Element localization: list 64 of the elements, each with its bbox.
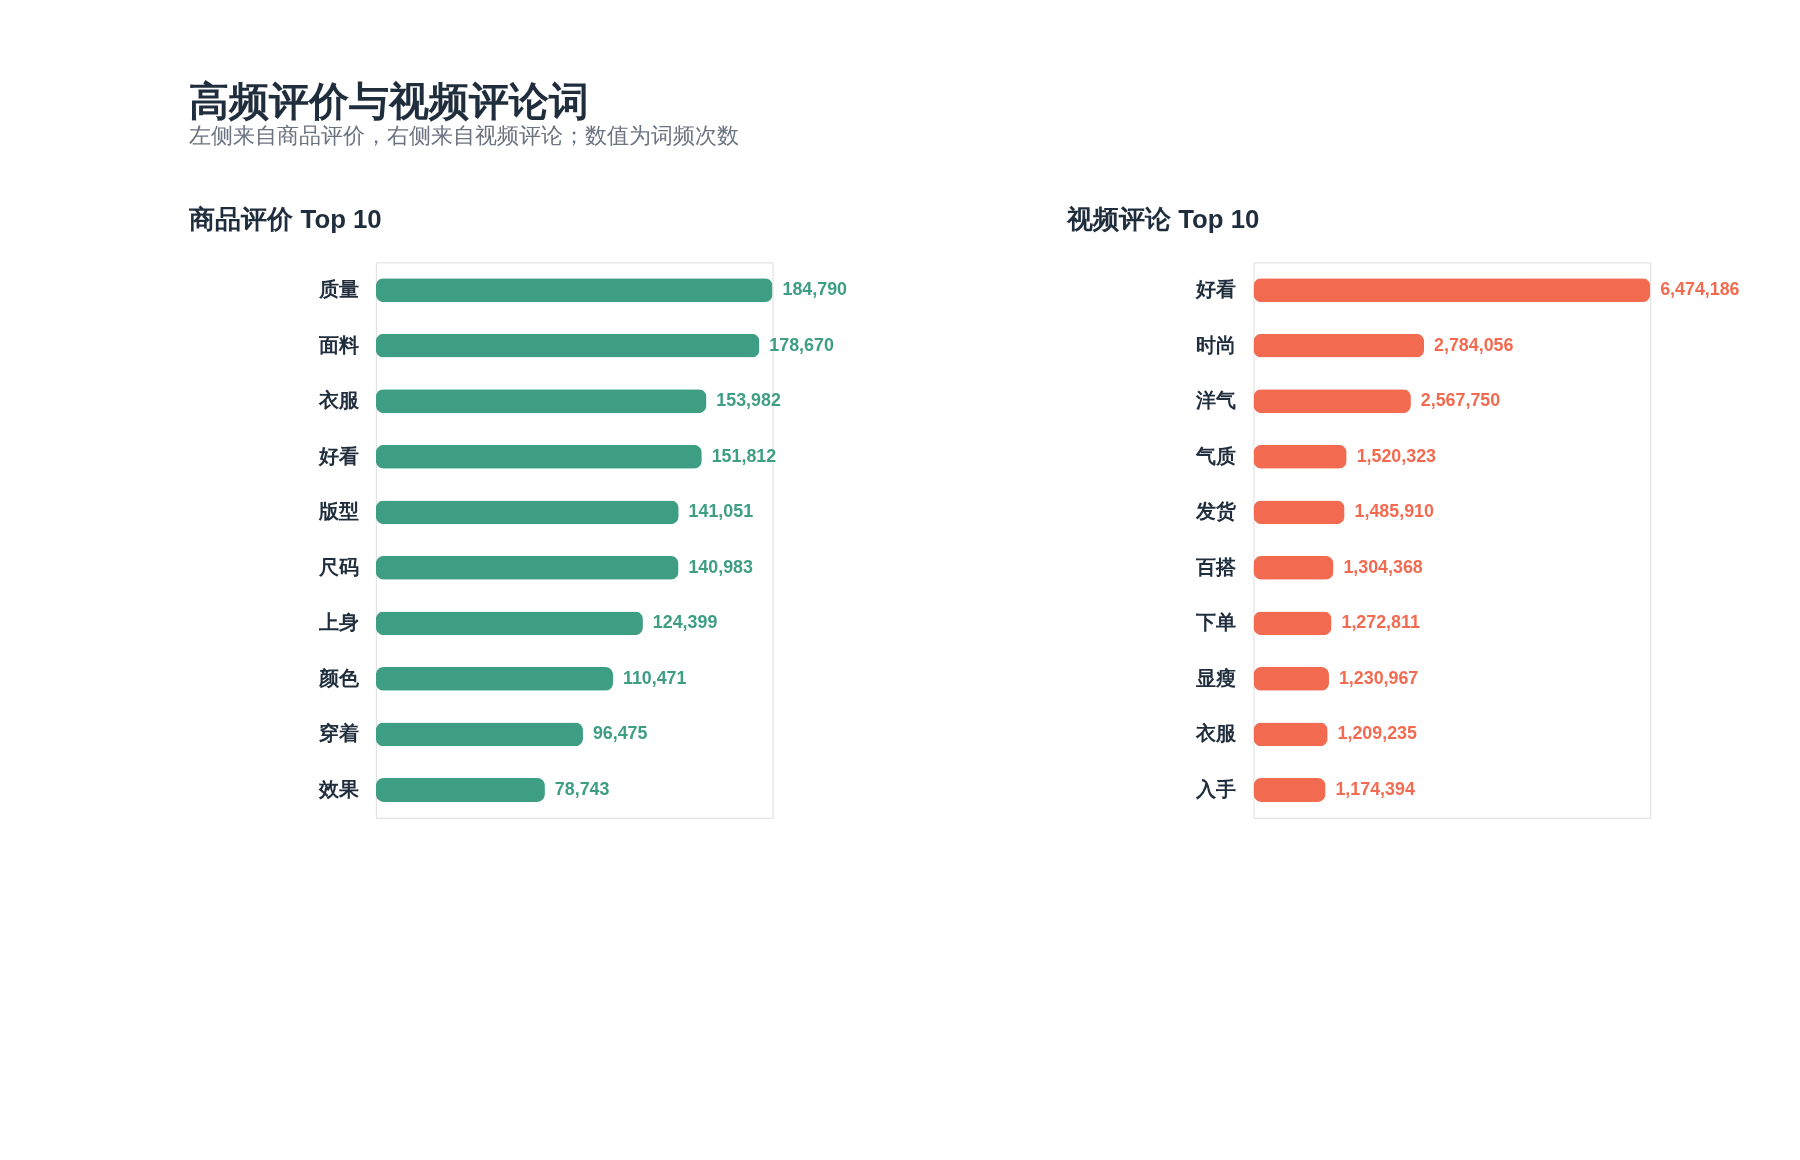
bar	[1253, 667, 1329, 691]
text: 左侧来自商品评价，右侧来自视频评论；数值为词频次数	[188, 122, 739, 148]
y-tick-label: 好看	[317, 444, 359, 467]
data-label: 153,982	[716, 390, 781, 411]
data-label: 184,790	[782, 279, 848, 300]
bar	[375, 389, 707, 414]
y-tick-label: 衣服	[317, 389, 360, 412]
y-tick-label: 好看	[1195, 278, 1237, 301]
text: 高频评价与视频评论词	[188, 79, 589, 124]
y-tick-label: 显瘦	[1195, 666, 1237, 689]
y-tick-label: 尺码	[317, 555, 359, 578]
data-label: 6,474,186	[1660, 279, 1740, 300]
chart-title: 视频评论 Top 10	[1066, 204, 1260, 233]
data-label: 140,983	[688, 556, 754, 577]
bar	[1253, 722, 1328, 747]
bar	[375, 778, 545, 802]
bar	[1253, 555, 1334, 580]
bar	[375, 555, 679, 580]
data-label: 151,812	[711, 445, 777, 466]
bar	[1253, 500, 1345, 525]
y-tick-label: 上身	[317, 611, 359, 634]
y-tick-label: 气质	[1195, 444, 1237, 467]
bar	[1253, 778, 1326, 802]
data-label: 2,567,750	[1420, 390, 1501, 411]
bar	[1253, 444, 1347, 469]
y-tick-label: 下单	[1195, 611, 1237, 634]
bar	[1253, 333, 1425, 358]
data-label: 1,304,368	[1343, 556, 1423, 577]
data-label: 178,670	[769, 334, 834, 355]
data-label: 2,784,056	[1434, 334, 1514, 355]
bar	[375, 333, 760, 358]
chart-title: 商品评价 Top 10	[188, 204, 382, 233]
bar	[375, 500, 679, 525]
y-tick-label: 效果	[317, 777, 360, 800]
y-tick-label: 颜色	[317, 666, 360, 689]
y-tick-label: 百搭	[1195, 555, 1238, 578]
y-tick-label: 衣服	[1195, 722, 1238, 745]
bar	[1253, 389, 1411, 414]
data-label: 1,272,811	[1341, 612, 1420, 633]
data-label: 1,230,967	[1338, 667, 1419, 688]
y-tick-label: 洋气	[1195, 389, 1237, 412]
data-label: 110,471	[622, 667, 687, 688]
data-label: 1,520,323	[1356, 445, 1437, 466]
bar	[375, 278, 773, 303]
bar	[375, 611, 643, 636]
y-tick-label: 面料	[317, 333, 359, 356]
y-tick-label: 穿着	[318, 722, 359, 745]
data-label: 124,399	[652, 612, 718, 633]
bar	[375, 444, 702, 469]
data-label: 1,174,394	[1335, 778, 1415, 799]
y-tick-label: 时尚	[1196, 333, 1237, 356]
y-tick-label: 入手	[1195, 777, 1237, 800]
data-label: 1,485,910	[1354, 501, 1434, 522]
data-label: 1,209,235	[1337, 723, 1418, 744]
data-label: 96,475	[592, 723, 648, 744]
data-label: 141,051	[688, 501, 754, 522]
y-tick-label: 发货	[1195, 500, 1237, 523]
bar	[375, 722, 583, 747]
bar	[1253, 278, 1651, 303]
bar	[1253, 611, 1332, 636]
data-label: 78,743	[554, 778, 610, 799]
y-tick-label: 质量	[317, 278, 359, 301]
bar	[375, 667, 614, 691]
y-tick-label: 版型	[317, 500, 359, 523]
